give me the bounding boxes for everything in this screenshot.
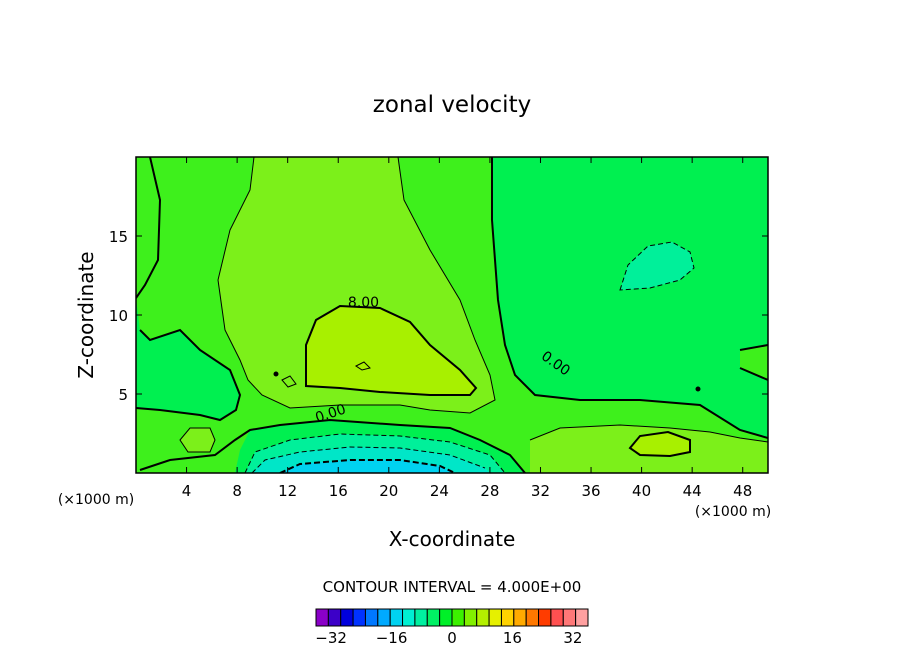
fill-band-neg4-0 <box>136 298 240 420</box>
colorbar-swatch <box>488 608 502 627</box>
x-tick-label: 12 <box>278 482 297 500</box>
x-unit-left: (×1000 m) <box>58 492 134 508</box>
colorbar-swatch <box>439 608 453 627</box>
colorbar-swatch <box>476 608 490 627</box>
colorbar-swatch <box>463 608 478 627</box>
colorbar-swatch <box>352 608 366 627</box>
x-tick-label: 24 <box>430 482 449 500</box>
x-tick-label: 4 <box>182 482 192 500</box>
colorbar-swatch <box>575 608 589 627</box>
colorbar-tick-label: 32 <box>563 629 582 647</box>
fill-band-neg8-neg4 <box>620 242 694 290</box>
x-tick-label: 8 <box>232 482 242 500</box>
contour-line-neg-eight <box>251 446 486 473</box>
colorbar-swatch <box>451 608 465 627</box>
colorbar-swatch <box>414 608 428 627</box>
colorbar-ticks: −32 −16 0 16 32 <box>315 629 582 647</box>
colorbar-swatch <box>402 608 416 627</box>
colorbar-swatch <box>426 608 441 627</box>
x-tick-label: 36 <box>581 482 600 500</box>
y-axis: 5 10 15 <box>109 228 768 404</box>
colorbar-swatch <box>340 608 354 627</box>
contour-line-neg-four <box>619 241 695 291</box>
fill-band-8-12 <box>630 432 690 456</box>
x-axis: 4 8 12 16 20 24 28 32 36 40 44 48 <box>182 157 752 500</box>
colorbar-swatch <box>500 608 515 627</box>
colorbar-tick-label: −32 <box>315 629 347 647</box>
x-tick-label: 32 <box>531 482 550 500</box>
colorbar-swatch <box>389 608 404 627</box>
contour-dot <box>273 371 279 377</box>
colorbar-tick-label: −16 <box>376 629 408 647</box>
contour-lines <box>136 157 768 473</box>
x-tick-label: 20 <box>379 482 398 500</box>
colorbar <box>315 608 589 627</box>
colorbar-swatch <box>550 608 564 627</box>
fill-band-neg4-0 <box>492 157 768 438</box>
colorbar-swatch <box>377 608 391 627</box>
colorbar-swatch <box>513 608 527 627</box>
x-axis-title: X-coordinate <box>389 527 516 551</box>
colorbar-swatch <box>327 608 342 627</box>
y-tick-label: 10 <box>109 307 128 325</box>
contour-interval-label: CONTOUR INTERVAL = 4.000E+00 <box>323 578 582 596</box>
fill-band-4-8 <box>180 428 215 452</box>
contour-line-neg-twelve <box>279 459 456 473</box>
x-tick-label: 28 <box>480 482 499 500</box>
contour-line-zero <box>491 157 768 439</box>
x-unit-right: (×1000 m) <box>695 504 771 520</box>
contour-dot <box>695 386 701 392</box>
x-tick-label: 40 <box>632 482 651 500</box>
y-axis-title: Z-coordinate <box>74 251 98 378</box>
contour-line-zero <box>136 328 242 422</box>
contour-line-small <box>355 361 371 371</box>
contour-line-eight <box>628 430 691 458</box>
contour-line-neg-four <box>244 433 506 473</box>
contour-line-four <box>217 157 496 414</box>
fill-band-8-12 <box>306 306 476 395</box>
contour-line-zero <box>739 344 768 381</box>
colorbar-tick-label: 16 <box>503 629 522 647</box>
contour-line-eight <box>305 304 478 396</box>
fill-band-neg16-neg12 <box>280 460 455 473</box>
colorbar-swatch <box>562 608 577 627</box>
contour-fills <box>136 157 768 473</box>
x-tick-label: 16 <box>329 482 348 500</box>
y-tick-label: 5 <box>118 386 128 404</box>
colorbar-tick-label: 0 <box>447 629 457 647</box>
contour-line-four <box>529 424 768 443</box>
chart-title: zonal velocity <box>373 92 531 118</box>
contour-line-four <box>179 427 216 453</box>
contour-label: 8.00 <box>348 295 379 311</box>
contour-line-small <box>281 375 297 388</box>
colorbar-swatch <box>525 608 540 627</box>
colorbar-swatch <box>538 608 552 627</box>
x-tick-label: 44 <box>683 482 702 500</box>
colorbar-swatch <box>315 608 329 627</box>
contour-line-zero <box>139 418 526 473</box>
colorbar-swatch <box>364 608 379 627</box>
x-tick-label: 48 <box>733 482 752 500</box>
contour-line-zero <box>136 157 162 299</box>
y-tick-label: 15 <box>109 228 128 246</box>
